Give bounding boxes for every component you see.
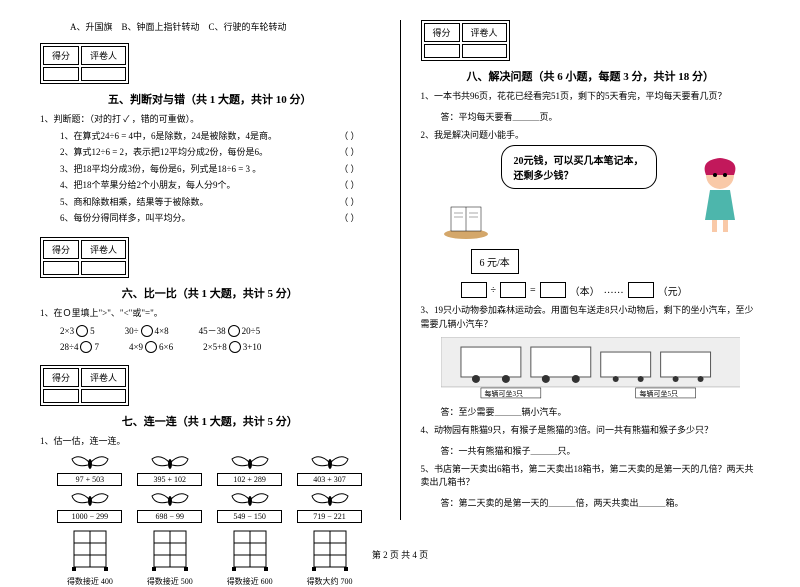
section-7-title: 七、连一连（共 1 大题，共计 5 分） — [40, 413, 380, 429]
eq-input[interactable] — [628, 282, 654, 298]
section-8-title: 八、解决问题（共 6 小题，每题 3 分，共计 18 分） — [421, 68, 761, 84]
q8-3-answer: 答：至少需要＿＿＿辆小汽车。 — [441, 405, 761, 418]
butterfly-item: 698 − 99 — [137, 490, 202, 523]
option-b: B、钟面上指针转动 — [122, 22, 200, 32]
bus-illustration: 每辆可坐3只 每辆可坐5只 — [441, 337, 741, 399]
butterfly-item: 719 − 221 — [297, 490, 362, 523]
option-a: A、升国旗 — [70, 22, 113, 32]
q8-3: 3、19只小动物参加森林运动会。用面包车送走8只小动物后，剩下的坐小汽车，至少需… — [421, 304, 761, 331]
grader-label: 评卷人 — [81, 46, 126, 65]
compare-row-1: 2×35 30÷4×8 45－3820÷5 — [60, 324, 380, 337]
compare-circle[interactable] — [145, 341, 157, 353]
compare-circle[interactable] — [141, 325, 153, 337]
top-options: A、升国旗 B、钟面上指针转动 C、行驶的车轮转动 — [70, 20, 380, 33]
q8-4-answer: 答：一共有熊猫和猴子＿＿＿只。 — [441, 444, 761, 457]
butterfly-item: 395 + 102 — [137, 453, 202, 486]
equation-row: ÷ = （本） …… （元） — [461, 282, 761, 298]
q8-5: 5、书店第一天卖出6箱书，第二天卖出18箱书，第二天卖的是第一天的几倍？两天共卖… — [421, 463, 761, 490]
judge-item: 6、每份分得同样多，叫平均分。（ ） — [60, 212, 380, 226]
compare-row-2: 28÷47 4×96×6 2×5+83+10 — [60, 341, 380, 353]
eq-input[interactable] — [500, 282, 526, 298]
score-box-6: 得分评卷人 — [40, 237, 129, 278]
score-label: 得分 — [424, 23, 460, 42]
compare-circle[interactable] — [76, 325, 88, 337]
judge-item: 4、把18个苹果分给2个小朋友，每人分9个。（ ） — [60, 179, 380, 193]
eq-input[interactable] — [540, 282, 566, 298]
butterfly-item: 97 + 503 — [57, 453, 122, 486]
eq-input[interactable] — [461, 282, 487, 298]
page-footer: 第 2 页 共 4 页 — [0, 548, 800, 561]
grader-label: 评卷人 — [462, 23, 507, 42]
score-label: 得分 — [43, 46, 79, 65]
q8-2: 2、我是解决问题小能手。 — [421, 129, 761, 143]
butterfly-item: 403 + 307 — [297, 453, 362, 486]
compare-circle[interactable] — [228, 325, 240, 337]
section-5-title: 五、判断对与错（共 1 大题，共计 10 分） — [40, 91, 380, 107]
q8-4: 4、动物园有熊猫9只，有猴子是熊猫的3倍。问一共有熊猫和猴子多少只？ — [421, 424, 761, 438]
butterfly-item: 102 + 289 — [217, 453, 282, 486]
judge-item: 3、把18平均分成3份，每份是6，列式是18÷6 = 3 。（ ） — [60, 163, 380, 177]
q8-1-answer: 答：平均每天要看＿＿＿页。 — [441, 110, 761, 123]
section-6-lead: 1、在Ｏ里填上">"、"<"或"="。 — [40, 307, 380, 321]
grader-label: 评卷人 — [81, 368, 126, 387]
judge-item: 5、商和除数相乘，结果等于被除数。（ ） — [60, 196, 380, 210]
score-box-5: 得分评卷人 — [40, 43, 129, 84]
compare-circle[interactable] — [229, 341, 241, 353]
speech-bubble: 20元钱，可以买几本笔记本， 还剩多少钱？ — [501, 145, 657, 189]
score-label: 得分 — [43, 240, 79, 259]
notebook-icon — [441, 199, 491, 239]
section-5-lead: 1、判断题：（对的打 ✓ ，错的可重做）。 — [40, 113, 380, 127]
q8-1: 1、一本书共96页，花花已经看完51页，剩下的5天看完，平均每天要看几页？ — [421, 90, 761, 104]
butterfly-item: 1000 − 299 — [57, 490, 122, 523]
judge-item: 2、算式12÷6 = 2，表示把12平均分成2份，每份是6。（ ） — [60, 146, 380, 160]
section-7-lead: 1、估一估，连一连。 — [40, 435, 380, 449]
q8-5-answer: 答：第二天卖的是第一天的＿＿＿倍，两天共卖出＿＿＿箱。 — [441, 496, 761, 509]
compare-circle[interactable] — [80, 341, 92, 353]
grader-label: 评卷人 — [81, 240, 126, 259]
price-box: 6 元/本 — [471, 249, 519, 274]
score-box-7: 得分评卷人 — [40, 365, 129, 406]
butterfly-item: 549 − 150 — [217, 490, 282, 523]
option-c: C、行驶的车轮转动 — [209, 22, 287, 32]
column-divider — [400, 20, 401, 520]
section-6-title: 六、比一比（共 1 大题，共计 5 分） — [40, 285, 380, 301]
score-box-8: 得分评卷人 — [421, 20, 510, 61]
judge-item: 1、在算式24÷6 = 4中，6是除数，24是被除数，4是商。（ ） — [60, 130, 380, 144]
score-label: 得分 — [43, 368, 79, 387]
girl-cartoon-icon — [690, 150, 750, 240]
